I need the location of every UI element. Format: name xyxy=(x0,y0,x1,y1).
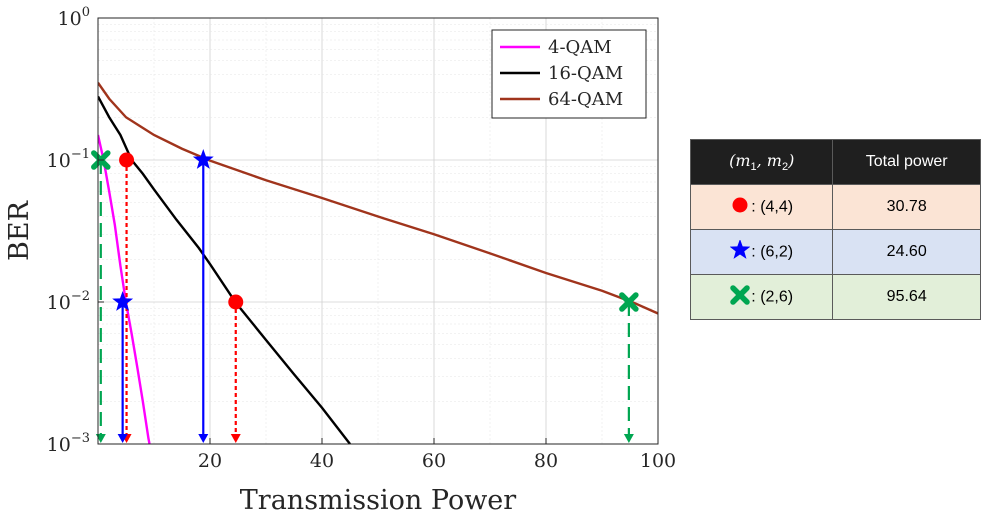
legend-label: 4-QAM xyxy=(548,37,612,58)
curve-64-qam xyxy=(98,82,658,315)
circle-marker xyxy=(119,152,135,168)
legend: 4-QAM 16-QAM 64-QAM xyxy=(491,29,647,119)
table-row: : (4,4) 30.78 xyxy=(689,184,981,230)
x-tick-label: 40 xyxy=(310,450,334,472)
circle-marker xyxy=(228,294,244,310)
header-m2: m xyxy=(766,150,782,170)
arrow-head xyxy=(198,434,209,443)
y-tick-label: 10−2 xyxy=(47,289,90,314)
plot-frame xyxy=(97,17,659,445)
header-sub1: 1 xyxy=(750,161,757,174)
power-table: (m1, m2) Total power : (4,4) 30.78 : (6,… xyxy=(689,139,981,320)
pair-cell: : (4,4) xyxy=(689,184,834,230)
x-tick-label: 20 xyxy=(198,450,222,472)
header-total-power: Total power xyxy=(832,139,981,185)
cross-marker-svg xyxy=(730,284,751,305)
star-icon xyxy=(729,238,751,265)
value-cell: 30.78 xyxy=(832,184,981,230)
cross-marker xyxy=(730,284,751,305)
star-marker-svg xyxy=(729,238,751,259)
y-tick-label: 100 xyxy=(58,5,90,30)
y-axis-label: BER xyxy=(4,200,35,261)
curve-4-qam xyxy=(98,134,151,444)
table-row: : (2,6) 95.64 xyxy=(689,274,981,320)
cross-icon xyxy=(730,284,751,310)
legend-label: 64-QAM xyxy=(548,89,623,110)
header-m1-m2: (m1, m2) xyxy=(689,139,834,185)
y-tick-label: 10−3 xyxy=(47,431,90,456)
star-marker xyxy=(729,238,751,259)
star-marker xyxy=(192,149,214,169)
arrow-head xyxy=(230,434,241,443)
pair-cell: : (6,2) xyxy=(689,229,834,275)
pair-text: : (4,4) xyxy=(751,198,794,216)
legend-label: 16-QAM xyxy=(548,63,623,84)
table-header-row: (m1, m2) Total power xyxy=(689,139,981,185)
circle-marker-svg xyxy=(732,197,748,212)
x-tick-label: 100 xyxy=(640,450,676,472)
cross-marker xyxy=(619,292,639,312)
pair-text: : (6,2) xyxy=(751,243,794,261)
header-paren-close: ) xyxy=(788,150,795,170)
arrow-head xyxy=(623,434,634,443)
value-cell: 95.64 xyxy=(832,274,981,320)
curve-16-qam xyxy=(98,95,351,444)
circle-marker xyxy=(732,197,748,212)
y-tick-label: 10−1 xyxy=(47,147,90,172)
header-m1: m xyxy=(735,150,751,170)
annotations xyxy=(91,149,639,443)
star-marker xyxy=(112,291,134,311)
x-axis-label: Transmission Power xyxy=(240,485,516,516)
pair-cell: : (2,6) xyxy=(689,274,834,320)
x-tick-label: 80 xyxy=(534,450,558,472)
y-ticks: 100 10−1 10−2 10−3 xyxy=(47,5,104,456)
value-cell: 24.60 xyxy=(832,229,981,275)
x-tick-label: 60 xyxy=(422,450,446,472)
header-comma: , xyxy=(756,150,767,170)
header-paren-open: ( xyxy=(729,150,736,170)
header-sub2: 2 xyxy=(781,161,789,174)
circle-icon xyxy=(730,195,750,220)
arrow-head xyxy=(95,434,106,443)
pair-text: : (2,6) xyxy=(751,288,794,306)
table-row: : (6,2) 24.60 xyxy=(689,229,981,275)
x-ticks: 20 40 60 80 100 xyxy=(198,438,676,472)
ber-chart: 20 40 60 80 100 100 10−1 10−2 10−3 Transmission… xyxy=(4,5,676,516)
arrow-head xyxy=(117,434,128,443)
